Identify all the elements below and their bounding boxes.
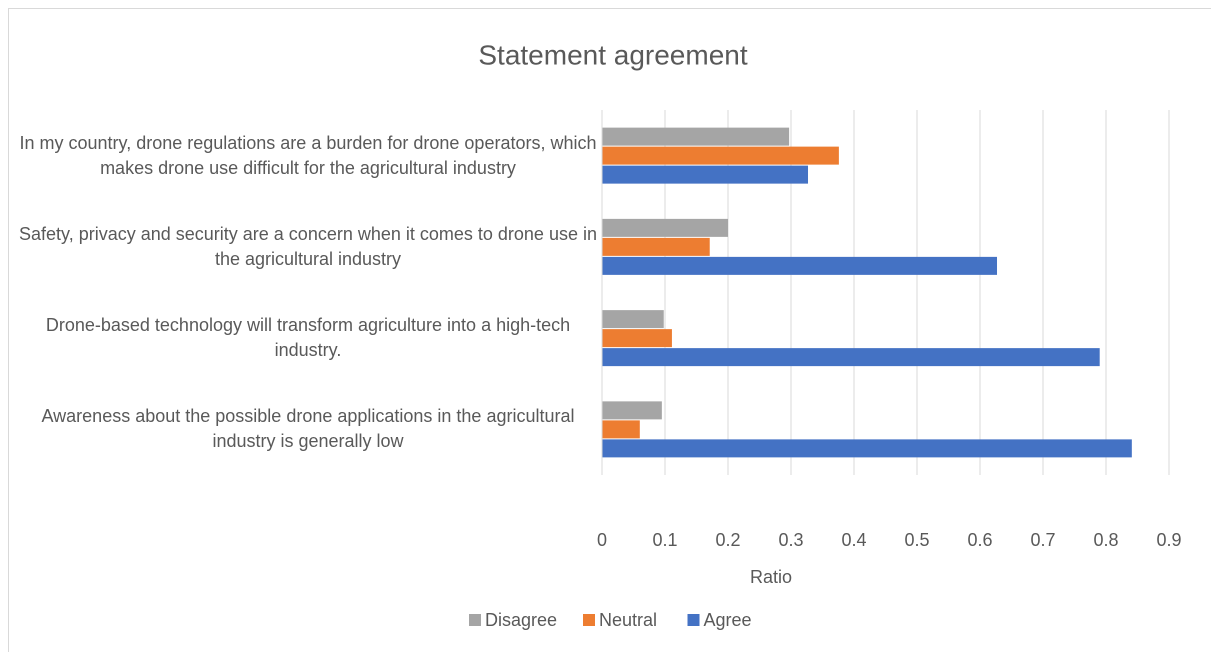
legend-swatch <box>469 614 481 626</box>
x-tick-label: 0.3 <box>778 530 803 550</box>
bar <box>602 218 728 237</box>
legend-swatch <box>687 614 700 626</box>
x-tick-label: 0.5 <box>904 530 929 550</box>
bar <box>602 348 1100 367</box>
bar <box>602 146 839 165</box>
x-tick-label: 0 <box>597 530 607 550</box>
legend-label: Disagree <box>485 610 557 630</box>
x-tick-label: 0.6 <box>967 530 992 550</box>
bar <box>602 127 790 146</box>
bar <box>602 237 710 256</box>
x-tick-label: 0.2 <box>715 530 740 550</box>
x-axis-label: Ratio <box>750 567 792 587</box>
bar <box>602 420 640 439</box>
bar <box>602 310 664 329</box>
bar <box>602 439 1132 458</box>
y-tick-label: Safety, privacy and security are a conce… <box>19 223 597 269</box>
y-tick-label: Drone-based technology will transform ag… <box>45 315 571 361</box>
x-tick-label: 0.7 <box>1030 530 1055 550</box>
bar <box>602 165 809 184</box>
chart-frame <box>8 8 1211 652</box>
y-tick-label: Awareness about the possible drone appli… <box>41 406 575 452</box>
legend-label: Neutral <box>599 610 657 630</box>
legend-swatch <box>583 614 595 626</box>
chart-title: Statement agreement <box>478 39 747 70</box>
x-tick-label: 0.4 <box>841 530 866 550</box>
bar <box>602 329 672 348</box>
x-tick-label: 0.8 <box>1093 530 1118 550</box>
legend-label: Agree <box>704 610 752 630</box>
y-tick-label: In my country, drone regulations are a b… <box>19 132 597 178</box>
bar <box>602 401 662 420</box>
bar <box>602 256 998 275</box>
x-tick-label: 0.9 <box>1156 530 1181 550</box>
x-tick-label: 0.1 <box>652 530 677 550</box>
